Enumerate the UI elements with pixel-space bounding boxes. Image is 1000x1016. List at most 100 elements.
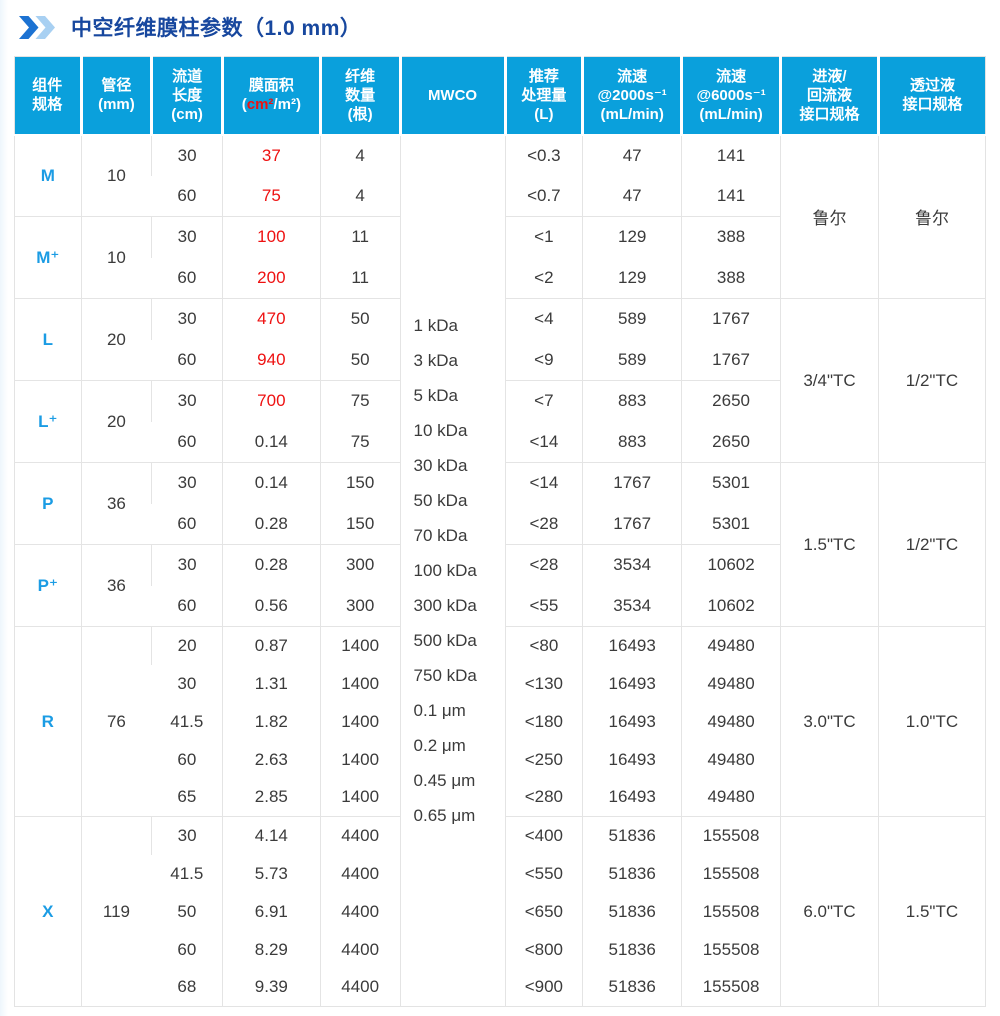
cell-throughput: <250 [504, 740, 583, 779]
cell-throughput: <2 [504, 257, 583, 299]
cell-length: 20 [151, 626, 223, 665]
cell-flow-2000: 16493 [582, 664, 682, 703]
area-header-title: 膜面积 [248, 77, 294, 95]
section-title-row: 中空纤维膜柱参数（1.0 mm） [18, 14, 986, 40]
cell-flow-6000: 155508 [681, 854, 781, 893]
cell-flow-2000: 129 [582, 216, 682, 258]
cell-diameter: 10 [80, 216, 152, 299]
cell-length: 60 [177, 749, 197, 769]
cell-diameter: 119 [80, 816, 152, 1007]
mwco-item: 750 kDa [413, 666, 477, 686]
cell-flow-2000: 883 [582, 380, 682, 422]
mwco-item: 0.1 μm [413, 701, 466, 721]
col-header-throughput: 推荐 处理量 (L) [503, 56, 583, 136]
cell-area: 75 [221, 175, 321, 217]
cell-length: 30 [177, 673, 197, 693]
cell-area: 0.14 [221, 462, 321, 504]
cell-length: 30 [151, 462, 223, 504]
col-header-flow-2000: 流速 @2000s⁻¹ (mL/min) [581, 56, 682, 136]
cell-area: 0.28 [221, 503, 321, 545]
mwco-item: 0.45 μm [413, 771, 476, 791]
cell-inlet-interface: 1.5"TC [780, 462, 879, 627]
cell-flow-6000: 155508 [681, 930, 781, 969]
cell-permeate-interface: 鲁尔 [877, 134, 986, 299]
cell-fibers: 300 [319, 544, 401, 586]
table-row: 60 2.63 1400 <250 16493 49480 [15, 740, 986, 779]
cell-throughput: <14 [504, 462, 583, 504]
cell-flow-2000: 16493 [582, 740, 682, 779]
cell-fibers: 11 [319, 257, 401, 299]
cell-permeate-interface: 1.0"TC [877, 626, 986, 817]
cell-length: 50 [177, 901, 197, 921]
cell-area: 940 [221, 339, 321, 381]
cell-mwco: 1 kDa 3 kDa 5 kDa 10 kDa 30 kDa 50 kDa 70 kDa 1… [399, 134, 505, 1007]
cell-flow-2000: 3534 [582, 585, 682, 627]
table-row: P 36 30 0.14 150 <14 1767 5301 1.5"TC 1/2"TC [14, 462, 986, 627]
cell-inlet-interface: 3.0"TC [780, 626, 879, 817]
cell-inlet-interface: 3/4"TC [780, 298, 879, 463]
cell-spec: P [14, 462, 82, 545]
cell-permeate-interface: 1.5"TC [877, 816, 986, 1007]
table-row: 60 0.56 300 <55 3534 10602 [15, 585, 986, 627]
cell-length: 30 [151, 816, 223, 855]
cell-area: 1.31 [221, 664, 321, 703]
area-unit-red: cm² [246, 96, 274, 114]
cell-area: 100 [221, 216, 321, 258]
cell-throughput: <0.3 [504, 134, 583, 176]
cell-permeate-interface: 1/2"TC [877, 462, 986, 627]
cell-flow-6000: 49480 [681, 702, 781, 741]
table-row: 60 0.14 75 <14 883 2650 [15, 421, 986, 463]
mwco-item: 30 kDa [413, 456, 468, 476]
cell-fibers: 4 [319, 175, 401, 217]
cell-length: 60 [177, 431, 197, 451]
cell-flow-2000: 1767 [582, 462, 682, 504]
cell-flow-2000: 589 [582, 298, 682, 340]
cell-fibers: 50 [319, 298, 401, 340]
mwco-item: 0.65 μm [413, 806, 476, 826]
cell-length: 30 [151, 298, 223, 340]
mwco-item: 0.2 μm [413, 736, 466, 756]
cell-length: 60 [177, 349, 197, 369]
cell-flow-6000: 49480 [681, 740, 781, 779]
cell-diameter: 20 [80, 380, 152, 463]
cell-flow-6000: 49480 [681, 778, 781, 817]
cell-throughput: <400 [504, 816, 583, 855]
cell-length: 65 [177, 787, 197, 807]
cell-diameter: 36 [80, 462, 152, 545]
table-row: 60 940 50 <9 589 1767 [15, 339, 986, 381]
cell-throughput: <0.7 [504, 175, 583, 217]
table-row: 60 0.28 150 <28 1767 5301 [15, 503, 986, 545]
cell-area: 1.82 [221, 702, 321, 741]
cell-area: 0.87 [221, 626, 321, 665]
cell-length: 30 [151, 544, 223, 586]
cell-fibers: 4400 [319, 854, 401, 893]
table-row: 68 9.39 4400 <900 51836 155508 [15, 968, 986, 1007]
cell-diameter: 36 [80, 544, 152, 627]
cell-area: 700 [221, 380, 321, 422]
cell-area: 2.85 [221, 778, 321, 817]
cell-throughput: <550 [504, 854, 583, 893]
cell-throughput: <650 [504, 892, 583, 931]
cell-flow-6000: 5301 [681, 503, 781, 545]
cell-area: 2.63 [221, 740, 321, 779]
cell-flow-2000: 47 [582, 175, 682, 217]
cell-permeate-interface: 1/2"TC [877, 298, 986, 463]
col-header-inlet-interface: 进液/ 回流液 接口规格 [779, 56, 879, 136]
table-row: 60 8.29 4400 <800 51836 155508 [15, 930, 986, 969]
cell-diameter: 76 [80, 626, 152, 817]
cell-length: 60 [177, 513, 197, 533]
cell-area: 0.14 [221, 421, 321, 463]
cell-throughput: <28 [504, 544, 583, 586]
cell-spec: P⁺ [14, 544, 82, 627]
cell-inlet-interface: 6.0"TC [780, 816, 879, 1007]
mwco-item: 10 kDa [413, 421, 468, 441]
cell-fibers: 1400 [319, 626, 401, 665]
cell-flow-6000: 2650 [681, 421, 781, 463]
cell-flow-6000: 5301 [681, 462, 781, 504]
cell-length: 60 [177, 267, 197, 287]
cell-spec: R [14, 626, 82, 817]
table-row: 41.5 5.73 4400 <550 51836 155508 [15, 854, 986, 893]
cell-length: 30 [151, 216, 223, 258]
cell-flow-6000: 155508 [681, 816, 781, 855]
